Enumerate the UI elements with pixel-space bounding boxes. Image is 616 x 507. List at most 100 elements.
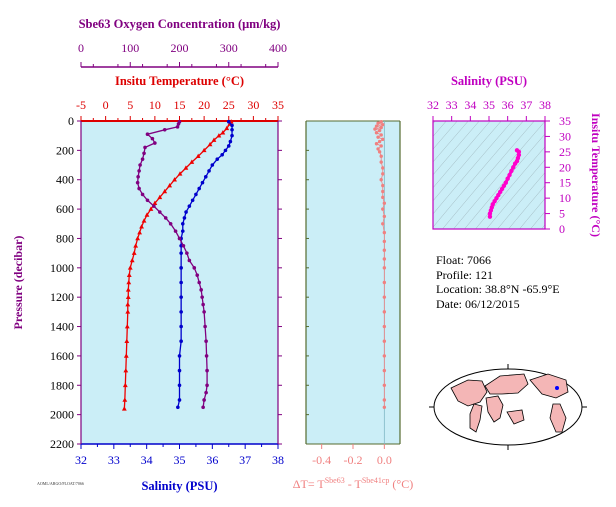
delta-point <box>381 137 385 142</box>
oxygen-tick-label: 400 <box>269 41 287 55</box>
delta-point <box>381 195 385 200</box>
temperature-point <box>126 272 132 277</box>
salinity-point <box>184 210 188 214</box>
isopycnal-line <box>547 119 616 249</box>
temperature-point <box>177 171 183 176</box>
temperature-point <box>162 188 168 194</box>
salinity-point <box>180 229 185 233</box>
temperature-point <box>129 257 135 263</box>
world-map <box>429 364 587 450</box>
isopycnal-line <box>433 121 480 176</box>
temperature-point <box>122 382 128 388</box>
oxygen-point <box>137 186 141 191</box>
oxygen-point <box>195 273 200 277</box>
isopycnal-line <box>433 121 513 215</box>
isopycnal-line <box>442 121 535 229</box>
temperature-point <box>201 147 207 153</box>
temperature-point <box>148 206 154 211</box>
oxygen-point <box>135 180 140 185</box>
pressure-tick-label: 400 <box>56 173 74 187</box>
oxygen-point <box>176 122 181 126</box>
temperature-tick-label: 0 <box>103 98 109 112</box>
salinity-point <box>179 266 183 270</box>
isopycnal-line <box>433 121 469 163</box>
delta-point <box>382 248 387 252</box>
ts-salinity-tick-label: 32 <box>427 98 439 112</box>
temperature-point <box>126 279 132 285</box>
map-landmass <box>485 395 504 423</box>
salinity-point <box>197 186 201 191</box>
temperature-tick-label: 10 <box>149 98 161 112</box>
map-landmass <box>469 403 483 433</box>
temperature-tick-label: 25 <box>223 98 235 112</box>
oxygen-point <box>197 280 201 285</box>
oxygen-point <box>136 174 140 179</box>
oxygen-point <box>181 243 186 248</box>
delta-axis-label-sup: Sbe63 <box>325 476 345 485</box>
delta-point <box>379 125 383 130</box>
map-landmass <box>450 379 488 407</box>
delta-axis-label-part: (°C) <box>389 477 413 491</box>
map-landmass <box>549 403 567 433</box>
delta-point <box>381 183 385 188</box>
temperature-tick-label: -5 <box>76 98 86 112</box>
ts-point <box>487 214 493 219</box>
oxygen-point <box>143 145 147 150</box>
temperature-point <box>139 224 144 229</box>
oxygen-point <box>204 354 209 358</box>
ts-salinity-tick-label: 38 <box>539 98 551 112</box>
temperature-point <box>207 141 213 147</box>
ts-point <box>507 172 512 178</box>
salinity-tick-label: 32 <box>75 453 87 467</box>
salinity-point <box>182 216 187 220</box>
oxygen-point <box>137 169 141 173</box>
ts-point <box>505 176 510 181</box>
oxygen-point <box>199 288 203 292</box>
ts-salinity-tick-label: 33 <box>446 98 458 112</box>
ts-salinity-tick-label: 35 <box>483 98 495 112</box>
temperature-point <box>144 212 150 217</box>
delta-point <box>382 230 387 235</box>
oxygen-point <box>205 368 209 373</box>
ts-point <box>503 180 508 185</box>
salinity-point <box>177 398 182 402</box>
temperature-point <box>135 235 141 241</box>
delta-point <box>374 131 379 135</box>
temperature-point <box>172 177 177 182</box>
delta-point <box>382 257 387 261</box>
temperature-point <box>127 265 133 270</box>
temperature-point <box>123 353 129 358</box>
salinity-tick-label: 36 <box>206 453 218 467</box>
delta-point <box>376 135 380 139</box>
salinity-point <box>228 139 233 144</box>
salinity-point <box>230 133 234 138</box>
salinity-point <box>220 152 224 157</box>
ts-point <box>514 148 520 153</box>
salinity-axis-label: Salinity (PSU) <box>141 479 217 493</box>
salinity-point <box>203 174 208 179</box>
temperature-tick-label: 5 <box>127 98 133 112</box>
salinity-point <box>179 310 183 314</box>
pressure-tick-label: 2200 <box>50 437 74 451</box>
ts-salinity-tick-label: 37 <box>520 98 532 112</box>
delta-point <box>381 189 385 194</box>
float-info: Float: 7066 Profile: 121 Location: 38.8°… <box>436 253 560 311</box>
delta-point <box>382 266 387 270</box>
main-profile-panel: 0200400600800100012001400160018002000220… <box>11 17 287 493</box>
salinity-point <box>226 144 231 148</box>
oxygen-point <box>187 258 192 263</box>
delta-point <box>382 201 387 205</box>
location: Location: 38.8°N -65.9°E <box>436 282 560 296</box>
isopycnal-line <box>453 121 545 229</box>
float-location-marker <box>555 386 559 390</box>
oxygen-point <box>173 229 178 233</box>
temperature-point <box>125 287 131 292</box>
salinity-point <box>230 128 234 132</box>
delta-point <box>376 121 380 125</box>
pressure-tick-label: 600 <box>56 202 74 216</box>
delta-point <box>382 368 387 373</box>
salinity-point <box>190 198 195 203</box>
salinity-point <box>200 180 205 185</box>
